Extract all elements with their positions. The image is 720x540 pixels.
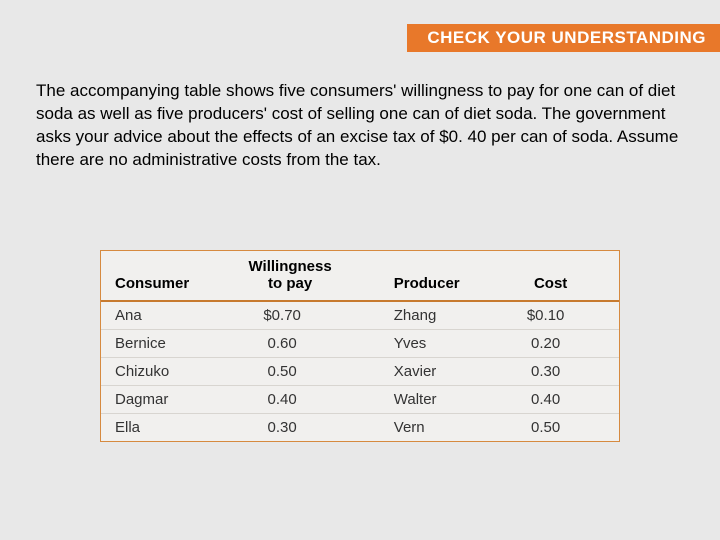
cell-producer: Zhang (380, 301, 498, 330)
cell-consumer: Dagmar (101, 386, 230, 414)
table-row: Chizuko 0.50 Xavier 0.30 (101, 358, 619, 386)
cell-wtp: 0.50 (230, 358, 379, 386)
cell-consumer: Chizuko (101, 358, 230, 386)
table-row: Ella 0.30 Vern 0.50 (101, 414, 619, 442)
cell-producer: Walter (380, 386, 498, 414)
col-wtp-line1: Willingness (249, 258, 332, 275)
cell-cost: 0.50 (498, 414, 619, 442)
cell-producer: Vern (380, 414, 498, 442)
table-row: Dagmar 0.40 Walter 0.40 (101, 386, 619, 414)
table-row: Bernice 0.60 Yves 0.20 (101, 330, 619, 358)
prompt-text: The accompanying table shows five consum… (36, 81, 678, 169)
data-table-container: Consumer Willingness to pay Producer Cos… (100, 250, 620, 442)
question-prompt: The accompanying table shows five consum… (36, 80, 680, 172)
section-banner-title: CHECK YOUR UNDERSTANDING (427, 28, 706, 47)
cell-cost: 0.30 (498, 358, 619, 386)
col-wtp-line2: to pay (268, 275, 312, 292)
cell-wtp: 0.30 (230, 414, 379, 442)
col-consumer: Consumer (101, 251, 230, 301)
table-row: Ana $0.70 Zhang $0.10 (101, 301, 619, 330)
table-header-row: Consumer Willingness to pay Producer Cos… (101, 251, 619, 301)
cell-consumer: Ella (101, 414, 230, 442)
cell-producer: Yves (380, 330, 498, 358)
cell-wtp: 0.60 (230, 330, 379, 358)
section-banner: CHECK YOUR UNDERSTANDING (407, 24, 720, 52)
col-producer: Producer (380, 251, 498, 301)
col-cost: Cost (498, 251, 619, 301)
cell-cost: 0.40 (498, 386, 619, 414)
wtp-cost-table: Consumer Willingness to pay Producer Cos… (101, 251, 619, 441)
cell-consumer: Bernice (101, 330, 230, 358)
cell-consumer: Ana (101, 301, 230, 330)
col-wtp: Willingness to pay (230, 251, 379, 301)
cell-cost: $0.10 (498, 301, 619, 330)
cell-wtp: $0.70 (230, 301, 379, 330)
cell-cost: 0.20 (498, 330, 619, 358)
cell-producer: Xavier (380, 358, 498, 386)
cell-wtp: 0.40 (230, 386, 379, 414)
